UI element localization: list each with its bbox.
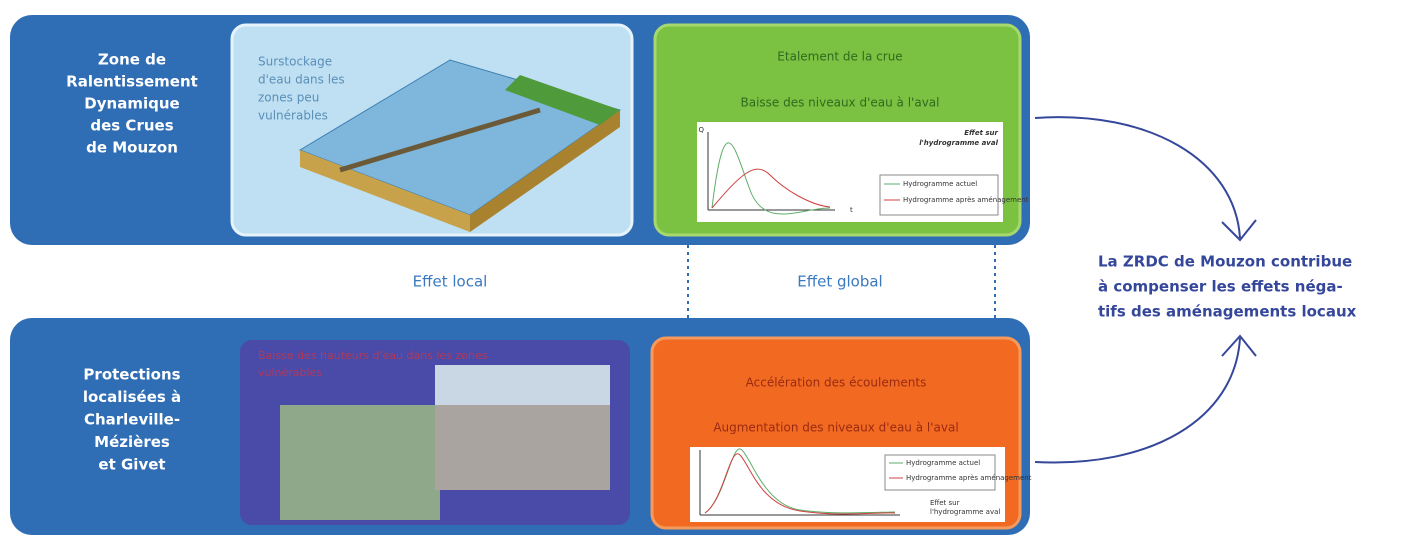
- row-label: de Mouzon: [86, 139, 178, 157]
- curve: [704, 453, 896, 515]
- conclusion: à compenser les effets néga-: [1098, 278, 1343, 296]
- legend-box: [884, 454, 996, 491]
- photo-sky: [435, 365, 610, 405]
- chart-note: Effet sur: [964, 129, 998, 137]
- chart-note: l'hydrogramme aval: [919, 139, 998, 147]
- legend-label: Hydrogramme actuel: [906, 459, 980, 467]
- mini-chart: [690, 447, 1005, 522]
- panel-text: d'eau dans les: [258, 73, 345, 87]
- panel-subtitle: Augmentation des niveaux d'eau à l'aval: [713, 421, 958, 435]
- dike: [339, 107, 541, 173]
- arrow-head: [1221, 219, 1257, 242]
- legend-box: [879, 174, 999, 216]
- terrain-side: [470, 110, 620, 232]
- effect-label: Effet global: [797, 273, 882, 291]
- row-label: des Crues: [90, 117, 173, 135]
- panel-subtitle: Baisse des niveaux d'eau à l'aval: [740, 96, 939, 110]
- row-label: Charleville-: [84, 411, 180, 429]
- arrow-head: [1221, 334, 1257, 357]
- arrow: [1034, 337, 1241, 464]
- panel-text: vulnérables: [258, 366, 322, 379]
- panel-title: Etalement de la crue: [777, 50, 902, 64]
- curve: [711, 168, 831, 209]
- panel-text: Surstockage: [258, 55, 332, 69]
- axis-label: Q: [698, 126, 704, 134]
- terrain-green: [505, 75, 620, 125]
- panel-text: zones peu: [258, 91, 319, 105]
- curve: [711, 142, 831, 215]
- conclusion: tifs des aménagements locaux: [1098, 303, 1357, 321]
- row-label: Ralentissement: [66, 73, 198, 91]
- panel-title: Accélération des écoulements: [746, 376, 927, 390]
- chart-note: l'hydrogramme aval: [930, 508, 1000, 516]
- row-label: et Givet: [98, 456, 165, 474]
- legend-label: Hydrogramme actuel: [903, 180, 977, 188]
- effect-label: Effet local: [413, 273, 488, 291]
- chart-note: Effet sur: [930, 499, 960, 507]
- panel-text: Baisse des hauteurs d'eau dans les zones: [258, 349, 488, 362]
- axis-label: t: [850, 206, 853, 214]
- panel-text: vulnérables: [258, 109, 328, 123]
- row-label: localisées à: [83, 388, 181, 406]
- photo: [280, 405, 440, 520]
- row-label: Dynamique: [84, 95, 179, 113]
- axes: [699, 450, 900, 516]
- legend-label: Hydrogramme après aménagement: [903, 196, 1029, 204]
- row-label: Protections: [83, 366, 180, 384]
- row-label: Zone de: [98, 51, 166, 69]
- legend-label: Hydrogramme après aménagement: [906, 474, 1032, 482]
- row-label: Mézières: [94, 433, 170, 451]
- conclusion: La ZRDC de Mouzon contribue: [1098, 253, 1352, 271]
- arrow: [1034, 116, 1241, 239]
